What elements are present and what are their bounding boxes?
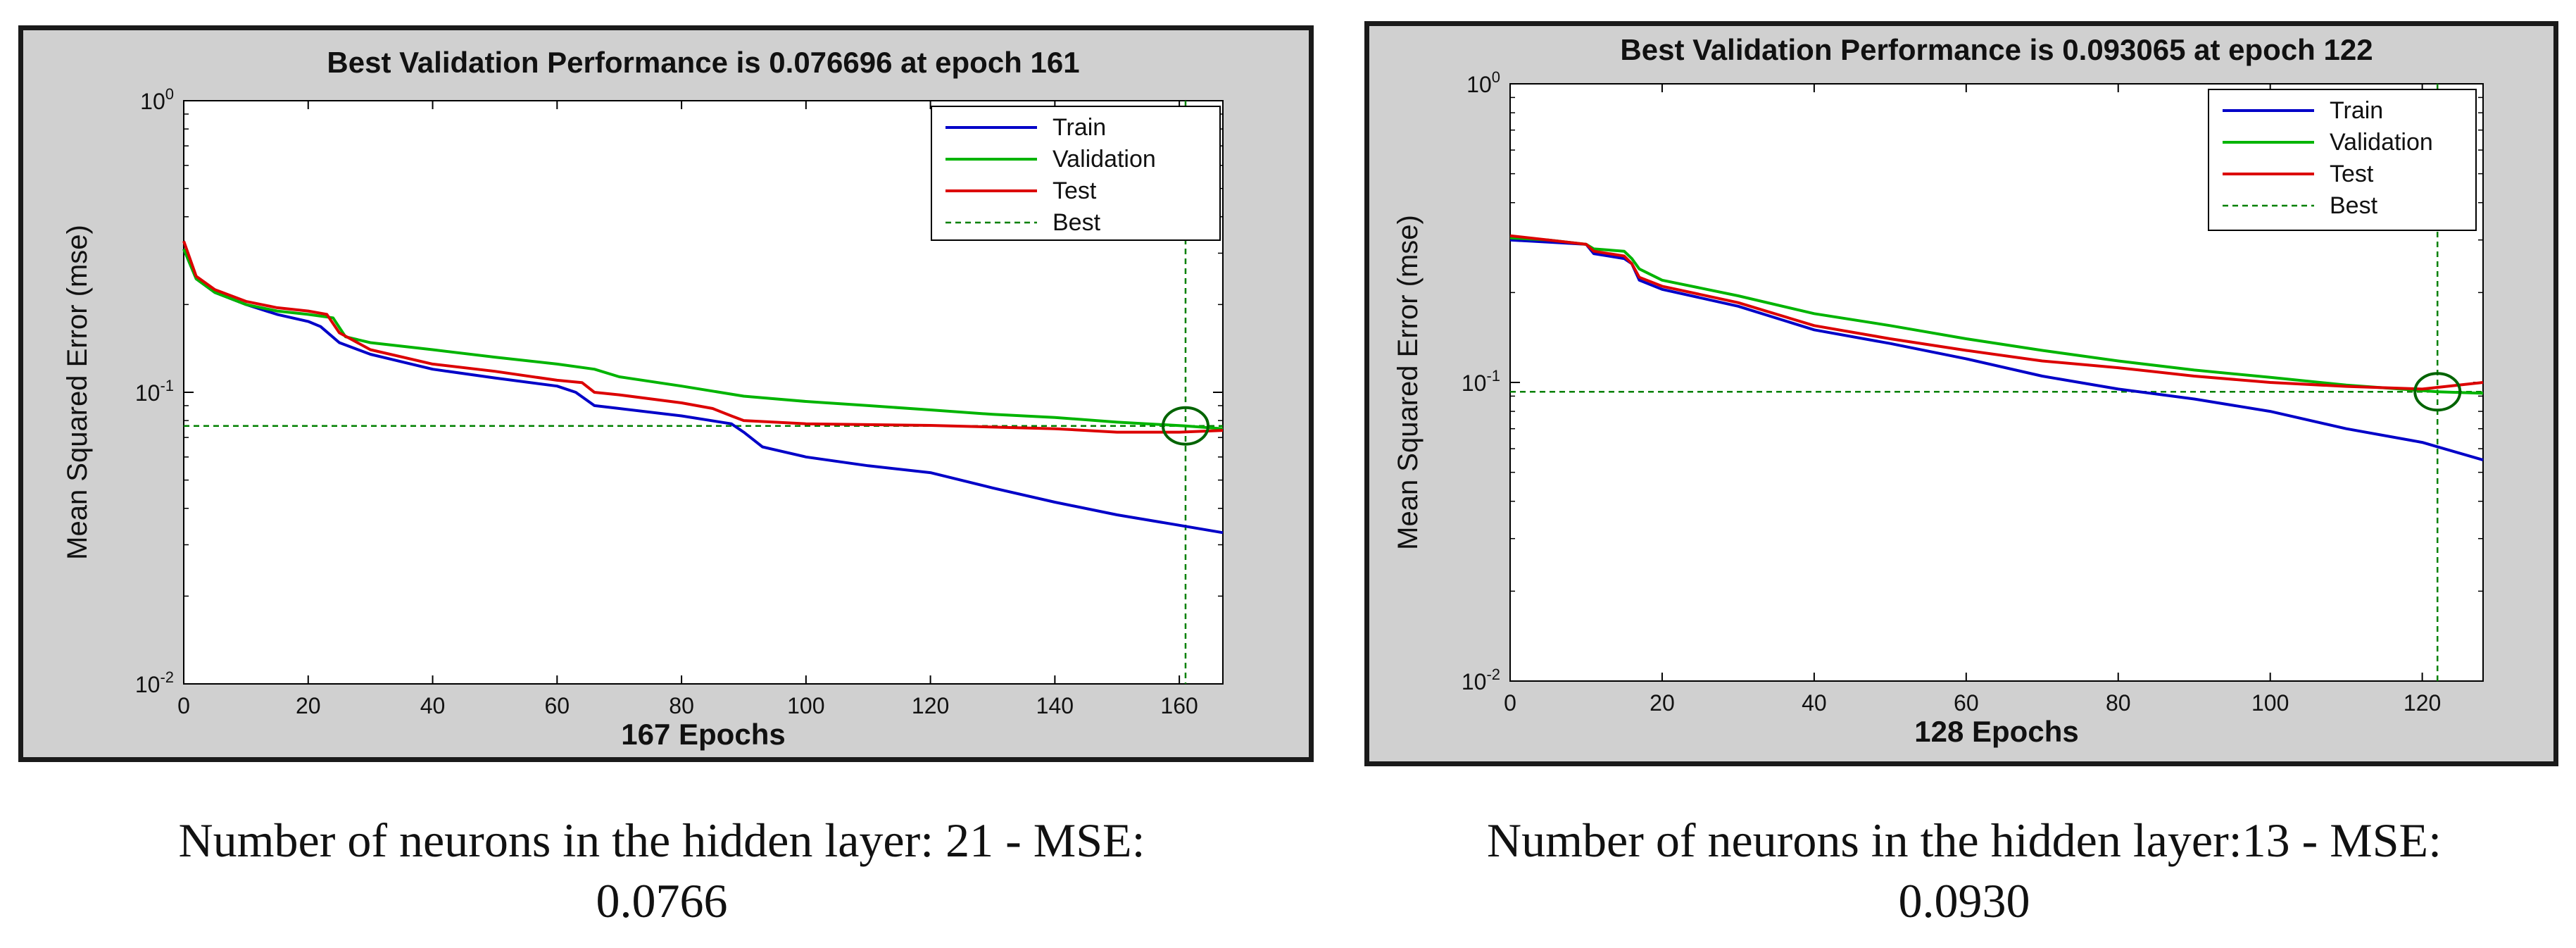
x-tick-label: 20 xyxy=(1650,690,1675,716)
x-tick-label: 100 xyxy=(2251,690,2289,716)
x-tick-label: 0 xyxy=(1504,690,1516,716)
x-tick-label: 80 xyxy=(2106,690,2131,716)
caption-right: Number of neurons in the hidden layer:13… xyxy=(1366,810,2563,931)
x-axis-label: 128 Epochs xyxy=(1914,715,2078,748)
legend-label-best: Best xyxy=(2330,192,2378,219)
legend-label-validation: Validation xyxy=(1053,146,1156,173)
legend-label-test: Test xyxy=(1053,177,1097,204)
legend-label-train: Train xyxy=(2330,97,2383,124)
series-line-validation xyxy=(1509,236,2484,395)
y-tick-label: 10-2 xyxy=(135,668,174,697)
y-tick-label: 100 xyxy=(1466,68,1500,97)
y-tick-label: 10-1 xyxy=(1462,367,1500,396)
chart-title: Best Validation Performance is 0.093065 … xyxy=(1620,33,2373,66)
series-line-train xyxy=(1509,238,2484,462)
y-tick-label: 10-1 xyxy=(135,377,174,406)
legend-label-validation: Validation xyxy=(2330,129,2433,156)
legend-label-train: Train xyxy=(1053,114,1106,141)
performance-plot-13-neurons: Best Validation Performance is 0.093065 … xyxy=(1364,21,2558,766)
series-line-train xyxy=(182,248,1224,535)
y-axis-label: Mean Squared Error (mse) xyxy=(62,225,93,560)
caption-right-line2: 0.0930 xyxy=(1898,874,2030,928)
chart-svg: Best Validation Performance is 0.093065 … xyxy=(1393,33,2484,748)
legend-label-best: Best xyxy=(1053,209,1101,236)
x-tick-label: 80 xyxy=(669,693,694,718)
x-tick-label: 120 xyxy=(2404,690,2441,716)
x-tick-label: 100 xyxy=(787,693,824,718)
x-tick-label: 120 xyxy=(912,693,949,718)
series-line-test xyxy=(182,240,1224,434)
series-line-test xyxy=(1509,234,2484,391)
x-tick-label: 40 xyxy=(1802,690,1827,716)
y-axis-label: Mean Squared Error (mse) xyxy=(1393,215,1424,550)
x-tick-label: 20 xyxy=(296,693,321,718)
series-line-validation xyxy=(182,248,1224,430)
caption-left-line2: 0.0766 xyxy=(596,874,728,928)
x-tick-label: 60 xyxy=(545,693,570,718)
caption-right-line1: Number of neurons in the hidden layer:13… xyxy=(1487,813,2442,867)
chart-svg: Best Validation Performance is 0.076696 … xyxy=(62,46,1224,751)
x-tick-label: 60 xyxy=(1954,690,1979,716)
x-tick-label: 160 xyxy=(1160,693,1198,718)
chart-title: Best Validation Performance is 0.076696 … xyxy=(327,46,1079,79)
caption-left-line1: Number of neurons in the hidden layer: 2… xyxy=(178,813,1145,867)
best-point-marker xyxy=(2413,372,2462,412)
y-tick-label: 10-2 xyxy=(1462,666,1500,694)
x-axis-label: 167 Epochs xyxy=(621,718,785,751)
y-tick-label: 100 xyxy=(140,85,174,114)
performance-plot-21-neurons: Best Validation Performance is 0.076696 … xyxy=(18,25,1314,762)
x-tick-label: 0 xyxy=(177,693,190,718)
legend-label-test: Test xyxy=(2330,161,2374,187)
x-tick-label: 140 xyxy=(1036,693,1074,718)
x-tick-label: 40 xyxy=(420,693,446,718)
best-point-marker xyxy=(1161,406,1210,446)
caption-left: Number of neurons in the hidden layer: 2… xyxy=(28,810,1295,931)
legend-box xyxy=(2208,89,2477,231)
